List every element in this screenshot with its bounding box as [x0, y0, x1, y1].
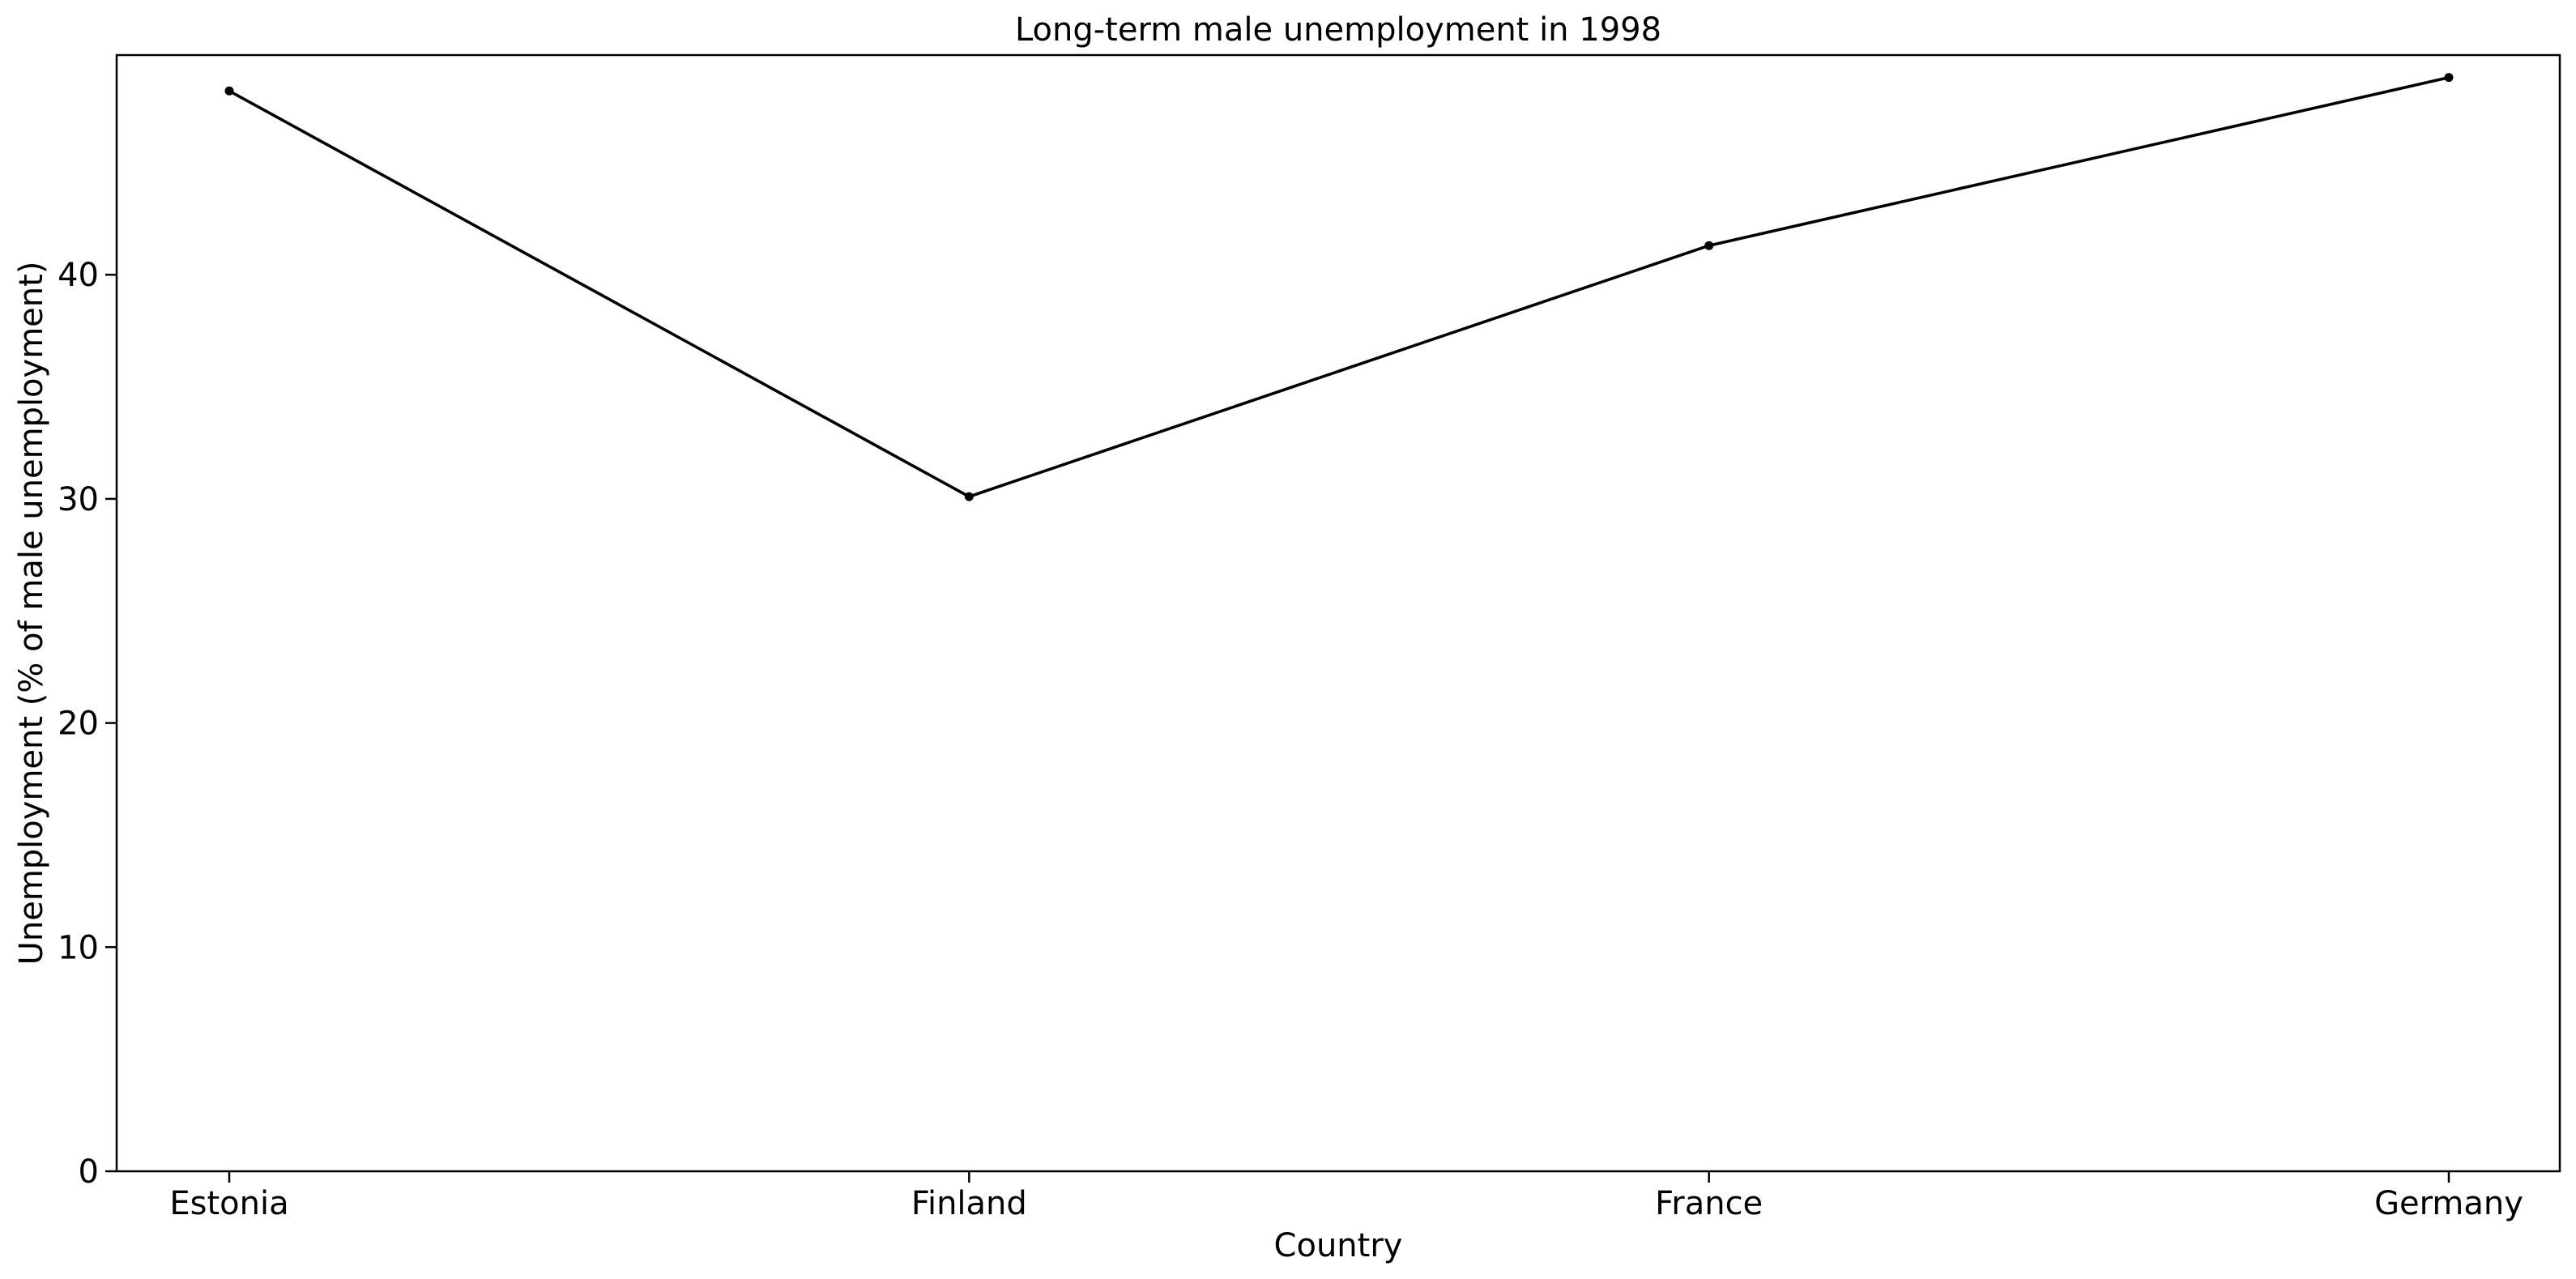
y-tick-label: 30 — [58, 481, 99, 518]
x-tick-label: France — [1655, 1185, 1763, 1222]
x-tick-label: Finland — [911, 1185, 1027, 1222]
x-axis-ticks: Estonia Finland France Germany — [169, 1171, 2523, 1222]
y-tick-label: 20 — [58, 706, 99, 743]
chart-title: Long-term male unemployment in 1998 — [1015, 11, 1661, 49]
x-tick-label: Estonia — [169, 1185, 288, 1222]
series-line — [228, 75, 2450, 498]
plot-area-frame — [115, 53, 2561, 1173]
y-axis-ticks: 0 10 20 30 40 — [58, 257, 117, 1191]
series-layer — [224, 73, 2454, 501]
y-tick-label: 10 — [58, 929, 99, 966]
x-tick-label: Germany — [2374, 1185, 2523, 1222]
data-point-france — [1704, 241, 1714, 250]
y-tick-label: 0 — [79, 1153, 99, 1191]
data-point-germany — [2444, 73, 2454, 83]
y-tick-label: 40 — [58, 257, 99, 294]
data-point-estonia — [224, 86, 234, 96]
y-axis-label: Unemployment (% of male unemployment) — [13, 262, 50, 966]
x-axis-label: Country — [1274, 1227, 1403, 1264]
data-point-finland — [964, 492, 974, 501]
